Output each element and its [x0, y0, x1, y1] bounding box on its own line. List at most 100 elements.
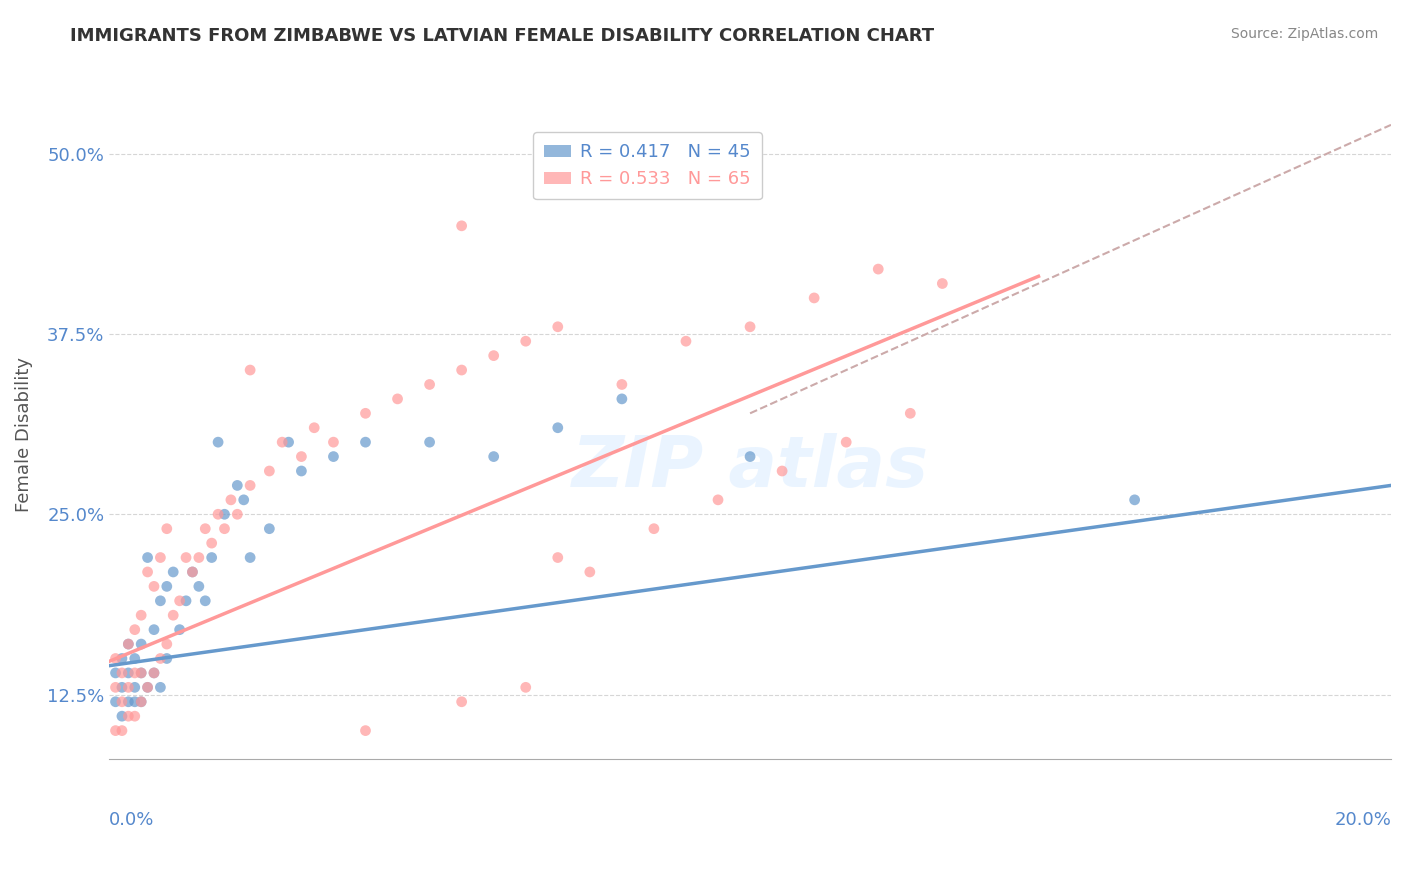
- Y-axis label: Female Disability: Female Disability: [15, 358, 32, 512]
- Point: [104, 723, 127, 738]
- Point: [162, 565, 184, 579]
- Point: [174, 594, 197, 608]
- Point: [124, 681, 146, 695]
- Point: [117, 681, 139, 695]
- Point: [547, 550, 569, 565]
- Point: [136, 681, 159, 695]
- Point: [117, 637, 139, 651]
- Point: [174, 550, 197, 565]
- Point: [124, 623, 146, 637]
- Text: Source: ZipAtlas.com: Source: ZipAtlas.com: [1230, 27, 1378, 41]
- Point: [124, 665, 146, 680]
- Point: [898, 406, 921, 420]
- Point: [868, 262, 890, 277]
- Point: [419, 377, 441, 392]
- Point: [239, 550, 262, 565]
- Point: [738, 319, 761, 334]
- Point: [124, 651, 146, 665]
- Point: [387, 392, 409, 406]
- Point: [738, 450, 761, 464]
- Text: 0.0%: 0.0%: [110, 812, 155, 830]
- Point: [143, 665, 166, 680]
- Point: [187, 550, 209, 565]
- Point: [156, 637, 179, 651]
- Point: [143, 623, 166, 637]
- Point: [835, 435, 858, 450]
- Point: [419, 435, 441, 450]
- Point: [124, 695, 146, 709]
- Point: [354, 435, 377, 450]
- Point: [675, 334, 697, 349]
- Point: [104, 665, 127, 680]
- Point: [129, 695, 152, 709]
- Point: [117, 665, 139, 680]
- Point: [104, 681, 127, 695]
- Point: [129, 665, 152, 680]
- Point: [219, 492, 242, 507]
- Point: [111, 709, 134, 723]
- Point: [290, 450, 312, 464]
- Point: [143, 579, 166, 593]
- Point: [707, 492, 730, 507]
- Point: [111, 681, 134, 695]
- Point: [239, 478, 262, 492]
- Point: [149, 550, 172, 565]
- Point: [547, 319, 569, 334]
- Point: [194, 594, 217, 608]
- Point: [232, 492, 254, 507]
- Point: [207, 508, 229, 522]
- Point: [259, 522, 281, 536]
- Point: [1123, 492, 1146, 507]
- Point: [207, 435, 229, 450]
- Point: [149, 651, 172, 665]
- Point: [201, 536, 224, 550]
- Point: [322, 450, 344, 464]
- Point: [803, 291, 825, 305]
- Point: [226, 508, 249, 522]
- Point: [111, 695, 134, 709]
- Point: [129, 608, 152, 623]
- Legend: R = 0.417   N = 45, R = 0.533   N = 65: R = 0.417 N = 45, R = 0.533 N = 65: [533, 132, 762, 199]
- Point: [579, 565, 602, 579]
- Point: [149, 681, 172, 695]
- Point: [277, 435, 299, 450]
- Point: [162, 608, 184, 623]
- Point: [124, 709, 146, 723]
- Point: [239, 363, 262, 377]
- Point: [226, 478, 249, 492]
- Point: [149, 594, 172, 608]
- Point: [129, 695, 152, 709]
- Point: [290, 464, 312, 478]
- Point: [111, 665, 134, 680]
- Point: [156, 579, 179, 593]
- Point: [450, 219, 472, 233]
- Point: [136, 565, 159, 579]
- Point: [322, 435, 344, 450]
- Point: [117, 709, 139, 723]
- Point: [104, 651, 127, 665]
- Point: [181, 565, 204, 579]
- Point: [104, 695, 127, 709]
- Point: [259, 464, 281, 478]
- Point: [547, 421, 569, 435]
- Point: [450, 695, 472, 709]
- Text: ZIP atlas: ZIP atlas: [571, 433, 928, 502]
- Point: [169, 623, 191, 637]
- Point: [450, 363, 472, 377]
- Point: [156, 522, 179, 536]
- Point: [931, 277, 953, 291]
- Text: 20.0%: 20.0%: [1334, 812, 1391, 830]
- Point: [482, 349, 505, 363]
- Point: [515, 681, 537, 695]
- Point: [129, 637, 152, 651]
- Point: [194, 522, 217, 536]
- Point: [770, 464, 793, 478]
- Point: [181, 565, 204, 579]
- Point: [302, 421, 325, 435]
- Point: [610, 392, 633, 406]
- Point: [271, 435, 294, 450]
- Text: IMMIGRANTS FROM ZIMBABWE VS LATVIAN FEMALE DISABILITY CORRELATION CHART: IMMIGRANTS FROM ZIMBABWE VS LATVIAN FEMA…: [70, 27, 935, 45]
- Point: [136, 550, 159, 565]
- Point: [482, 450, 505, 464]
- Point: [156, 651, 179, 665]
